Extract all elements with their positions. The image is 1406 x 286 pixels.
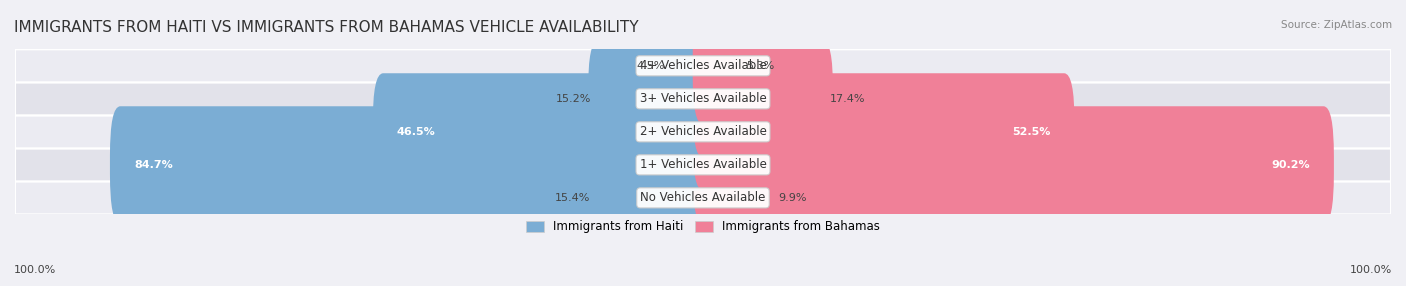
- Text: 2+ Vehicles Available: 2+ Vehicles Available: [640, 125, 766, 138]
- Text: 5.3%: 5.3%: [747, 61, 775, 71]
- FancyBboxPatch shape: [662, 7, 713, 124]
- Text: No Vehicles Available: No Vehicles Available: [640, 191, 766, 204]
- FancyBboxPatch shape: [693, 7, 749, 124]
- Text: 4+ Vehicles Available: 4+ Vehicles Available: [640, 59, 766, 72]
- Text: 15.4%: 15.4%: [555, 193, 591, 203]
- FancyBboxPatch shape: [588, 40, 713, 157]
- Text: 15.2%: 15.2%: [557, 94, 592, 104]
- Text: IMMIGRANTS FROM HAITI VS IMMIGRANTS FROM BAHAMAS VEHICLE AVAILABILITY: IMMIGRANTS FROM HAITI VS IMMIGRANTS FROM…: [14, 20, 638, 35]
- Text: 100.0%: 100.0%: [14, 265, 56, 275]
- FancyBboxPatch shape: [15, 181, 1391, 214]
- FancyBboxPatch shape: [15, 115, 1391, 148]
- FancyBboxPatch shape: [373, 73, 713, 190]
- Text: Source: ZipAtlas.com: Source: ZipAtlas.com: [1281, 20, 1392, 30]
- Text: 9.9%: 9.9%: [778, 193, 807, 203]
- Text: 100.0%: 100.0%: [1350, 265, 1392, 275]
- Text: 1+ Vehicles Available: 1+ Vehicles Available: [640, 158, 766, 171]
- FancyBboxPatch shape: [693, 73, 1074, 190]
- FancyBboxPatch shape: [693, 106, 1334, 223]
- Text: 4.5%: 4.5%: [637, 61, 665, 71]
- Text: 17.4%: 17.4%: [830, 94, 865, 104]
- FancyBboxPatch shape: [693, 139, 782, 257]
- Legend: Immigrants from Haiti, Immigrants from Bahamas: Immigrants from Haiti, Immigrants from B…: [522, 216, 884, 238]
- FancyBboxPatch shape: [693, 40, 832, 157]
- FancyBboxPatch shape: [15, 148, 1391, 181]
- Text: 3+ Vehicles Available: 3+ Vehicles Available: [640, 92, 766, 105]
- FancyBboxPatch shape: [15, 49, 1391, 82]
- FancyBboxPatch shape: [110, 106, 713, 223]
- Text: 84.7%: 84.7%: [134, 160, 173, 170]
- Text: 90.2%: 90.2%: [1271, 160, 1310, 170]
- FancyBboxPatch shape: [15, 82, 1391, 115]
- FancyBboxPatch shape: [586, 139, 713, 257]
- Text: 52.5%: 52.5%: [1012, 127, 1050, 137]
- Text: 46.5%: 46.5%: [396, 127, 436, 137]
